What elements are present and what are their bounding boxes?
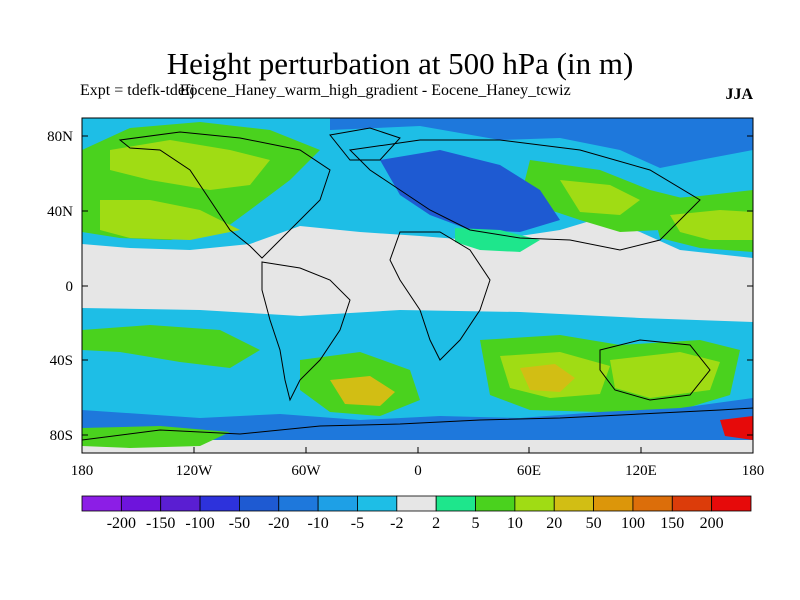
lat-axis — [82, 135, 753, 436]
colorbar-label: -10 — [307, 515, 328, 532]
colorbar-label: 50 — [586, 515, 602, 532]
coast-australia — [599, 339, 711, 401]
field-south-yellow-australia — [610, 352, 720, 398]
lon-tick-60w: 60W — [291, 463, 321, 479]
field-arctic-blue — [330, 118, 753, 168]
colorbar-box — [160, 495, 201, 512]
field-north-yellow — [110, 140, 270, 190]
field-europe-green — [455, 228, 540, 252]
colorbar-label: 150 — [660, 515, 684, 532]
colorbar-box — [593, 495, 634, 512]
colorbar-label: 10 — [507, 515, 523, 532]
lon-tick-180w: 180 — [71, 463, 94, 479]
coast-north-america — [118, 131, 331, 259]
field-south-max — [520, 364, 575, 392]
page-title: Height perturbation at 500 hPa (in m) — [166, 46, 634, 81]
colorbar-box — [357, 495, 398, 512]
lon-tick-0: 0 — [414, 463, 422, 479]
colorbar-label: -150 — [146, 515, 175, 532]
lon-tick-120w: 120W — [176, 463, 214, 479]
colorbar-box — [632, 495, 673, 512]
colorbar-label: -2 — [390, 515, 403, 532]
colorbar-label: -100 — [185, 515, 214, 532]
colorbar-label: -200 — [107, 515, 136, 532]
coast-eurasia — [348, 139, 701, 251]
colorbar-label: 5 — [472, 515, 480, 532]
field-europe-blue — [380, 150, 560, 232]
lon-tick-180e: 180 — [742, 463, 765, 479]
colorbar-box — [711, 495, 752, 512]
colorbar-box — [278, 495, 319, 512]
colorbar-label: 2 — [432, 515, 440, 532]
field-tropics — [82, 248, 753, 318]
colorbar-box — [239, 495, 280, 512]
field-asia-yellow — [560, 180, 640, 215]
colorbar-box — [317, 495, 358, 512]
colorbar-box — [514, 495, 555, 512]
colorbar-box — [671, 495, 713, 512]
colorbar-label: -50 — [229, 515, 250, 532]
colorbar-box — [396, 495, 437, 512]
field-antarctic-bg — [82, 440, 753, 453]
lon-tick-60e: 60E — [517, 463, 541, 479]
coast-greenland — [329, 127, 401, 161]
experiment-overlap-label: Eocene_Haney_warm_high_gradient - Eocene… — [179, 82, 571, 99]
lat-tick-0: 0 — [66, 279, 74, 295]
colorbar-box — [553, 495, 594, 512]
colorbar-box — [199, 495, 240, 512]
lon-tick-120e: 120E — [625, 463, 657, 479]
field-pacific-yellow — [670, 210, 753, 240]
colorbar-label: -5 — [351, 515, 364, 532]
field-south-green-west — [82, 325, 260, 368]
coastlines — [82, 127, 753, 441]
colorbar-label: -20 — [268, 515, 289, 532]
colorbar-labels: -200 -150 -100 -50 -20 -10 -5 -2 2 5 10 20 50 100 150 2… — [107, 515, 724, 532]
experiment-subtitle: Expt = tdefk-tdefjEocene_Haney_warm_high… — [80, 82, 571, 100]
field-antarctic-red — [720, 416, 753, 440]
coast-south-america — [261, 261, 351, 402]
colorbar-boxes — [81, 495, 752, 512]
field-south-yellow-atlantic — [330, 376, 395, 406]
colorbar-label: 100 — [621, 515, 645, 532]
colorbar-box — [435, 495, 476, 512]
colorbar-label: 20 — [546, 515, 562, 532]
experiment-label: Expt = tdefk-tdefj — [80, 82, 195, 99]
lat-tick-40n: 40N — [47, 204, 73, 220]
lat-tick-80s: 80S — [50, 428, 73, 444]
map-fields — [82, 118, 753, 453]
field-north-yellow-low — [100, 200, 240, 240]
colorbar-label: 200 — [700, 515, 724, 532]
season-label: JJA — [725, 86, 753, 103]
lat-tick-80n: 80N — [47, 129, 73, 145]
field-antarctic-blue — [82, 398, 753, 440]
colorbar-box — [81, 495, 122, 512]
lat-tick-40s: 40S — [50, 353, 73, 369]
lon-axis — [81, 447, 754, 453]
coast-antarctica — [82, 407, 753, 441]
colorbar-box — [475, 495, 516, 512]
colorbar-box — [120, 495, 162, 512]
coast-africa — [389, 231, 491, 361]
